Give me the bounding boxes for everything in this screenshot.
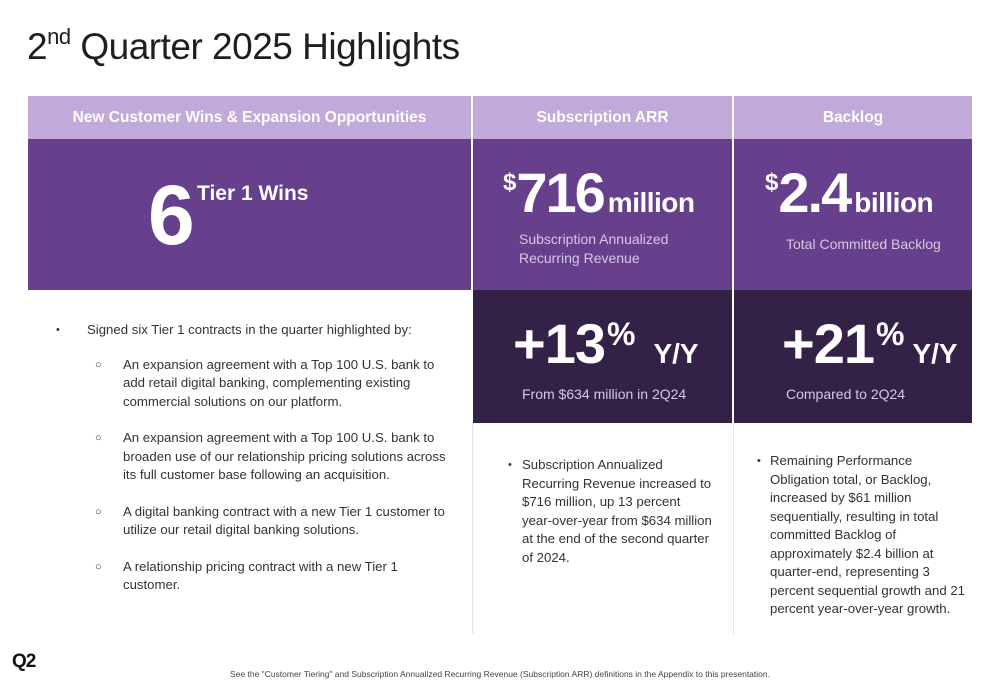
- arr-currency: $: [503, 169, 517, 196]
- backlog-growth-note: Compared to 2Q24: [786, 386, 906, 402]
- title-prefix: 2: [27, 26, 48, 67]
- title-superscript: nd: [47, 24, 71, 49]
- backlog-growth-suffix: Y/Y: [912, 338, 958, 369]
- backlog-unit: billion: [854, 187, 934, 218]
- arr-subtitle: Subscription Annualized Recurring Revenu…: [519, 230, 668, 268]
- list-item: • Subscription Annualized Recurring Reve…: [508, 456, 713, 567]
- backlog-growth-panel: +21%Y/Y Compared to 2Q24: [734, 290, 972, 423]
- wins-highlight-panel: 6 Tier 1 Wins: [28, 139, 471, 290]
- backlog-header: Backlog: [734, 96, 972, 139]
- arr-growth-note: From $634 million in 2Q24: [522, 386, 687, 402]
- backlog-highlight-panel: $2.4 billion Total Committed Backlog: [734, 139, 972, 290]
- backlog-amount: $2.4 billion: [765, 165, 934, 221]
- arr-number: 716: [516, 161, 605, 224]
- backlog-number: 2.4: [778, 161, 852, 224]
- list-item: ○ An expansion agreement with a Top 100 …: [95, 356, 446, 412]
- arr-growth-suffix: Y/Y: [653, 338, 699, 369]
- wins-big-label: Tier 1 Wins: [197, 182, 309, 205]
- list-item: ○ A digital banking contract with a new …: [95, 503, 446, 540]
- arr-bullet: Subscription Annualized Recurring Revenu…: [522, 457, 712, 565]
- arr-growth: +13%Y/Y: [513, 316, 699, 372]
- bullet-circle-icon: ○: [95, 358, 102, 371]
- bullet-dot-icon: •: [508, 459, 512, 471]
- arr-amount: $716 million: [503, 165, 695, 221]
- backlog-bullet-list: • Remaining Performance Obligation total…: [757, 452, 967, 619]
- slide-title: 2nd Quarter 2025 Highlights: [27, 24, 460, 68]
- arr-subtitle-line1: Subscription Annualized: [519, 231, 669, 247]
- list-item: ○ A relationship pricing contract with a…: [95, 558, 446, 595]
- wins-bullet-main: Signed six Tier 1 contracts in the quart…: [87, 322, 412, 337]
- bullet-circle-icon: ○: [95, 505, 102, 518]
- arr-bullet-list: • Subscription Annualized Recurring Reve…: [508, 456, 713, 567]
- bullet-dot-icon: •: [757, 455, 761, 467]
- arr-subtitle-line2: Recurring Revenue: [519, 250, 640, 266]
- arr-unit: million: [607, 187, 695, 218]
- wins-sub-bullet: An expansion agreement with a Top 100 U.…: [123, 430, 446, 482]
- wins-big-number: 6: [148, 168, 195, 262]
- backlog-growth: +21%Y/Y: [782, 316, 958, 372]
- q2-logo: Q2: [12, 651, 36, 672]
- column-divider: [472, 424, 473, 634]
- wins-column: New Customer Wins & Expansion Opportunit…: [28, 96, 471, 290]
- arr-column: Subscription ARR $716 million Subscriptio…: [473, 96, 732, 423]
- wins-sub-bullet: An expansion agreement with a Top 100 U.…: [123, 356, 435, 409]
- wins-sub-bullet: A relationship pricing contract with a n…: [123, 558, 398, 593]
- bullet-dot-icon: •: [56, 324, 60, 336]
- title-rest: Quarter 2025 Highlights: [70, 26, 460, 67]
- list-item: ○ An expansion agreement with a Top 100 …: [95, 429, 446, 485]
- backlog-growth-number: +21: [782, 312, 875, 375]
- wins-sub-bullet: A digital banking contract with a new Ti…: [123, 503, 445, 538]
- bullet-circle-icon: ○: [95, 432, 102, 444]
- arr-growth-panel: +13% Y/Y From $634 million in 2Q24: [473, 290, 732, 423]
- wins-header: New Customer Wins & Expansion Opportunit…: [28, 96, 471, 139]
- backlog-subtitle: Total Committed Backlog: [786, 236, 941, 252]
- backlog-bullet: Remaining Performance Obligation total, …: [770, 453, 966, 616]
- bullet-circle-icon: ○: [95, 560, 102, 573]
- list-item: • Signed six Tier 1 contracts in the qua…: [56, 321, 446, 340]
- list-item: • Remaining Performance Obligation total…: [757, 452, 967, 619]
- arr-highlight-panel: $716 million Subscription Annualized Recu…: [473, 139, 732, 290]
- footnote: See the "Customer Tiering" and Subscript…: [230, 669, 770, 679]
- wins-bullet-list: • Signed six Tier 1 contracts in the qua…: [56, 321, 446, 595]
- backlog-currency: $: [765, 169, 779, 196]
- backlog-growth-percent: %: [876, 316, 905, 352]
- backlog-column: Backlog $2.4 billion Total Committed Back…: [734, 96, 972, 423]
- arr-header: Subscription ARR: [473, 96, 732, 139]
- arr-growth-percent: %: [607, 316, 636, 352]
- column-divider: [733, 424, 734, 634]
- arr-growth-number: +13: [513, 312, 606, 375]
